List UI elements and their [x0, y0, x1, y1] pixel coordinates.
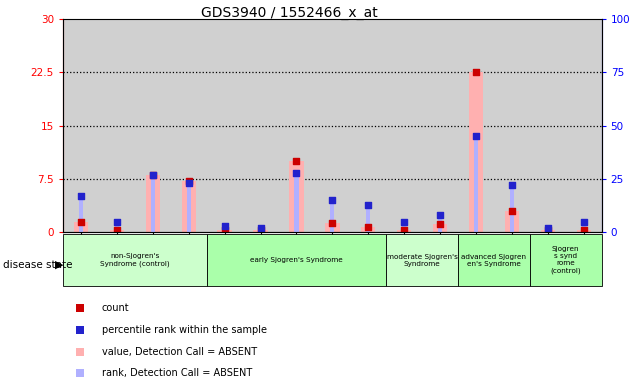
Point — [328, 197, 338, 204]
Bar — [207, 19, 243, 232]
Text: advanced Sjogren
en's Syndrome: advanced Sjogren en's Syndrome — [461, 254, 527, 266]
Bar — [63, 234, 207, 286]
Bar — [397, 230, 411, 232]
Point — [542, 227, 553, 233]
Bar — [350, 19, 386, 232]
Bar — [530, 19, 566, 232]
Point — [399, 218, 409, 225]
Bar — [115, 222, 119, 232]
Point — [328, 220, 338, 226]
Point — [256, 227, 266, 233]
Bar — [186, 183, 191, 232]
Bar — [207, 234, 386, 286]
Bar — [541, 230, 555, 232]
Bar — [253, 230, 268, 232]
Point — [112, 227, 122, 233]
Text: Sjogren
s synd
rome
(control): Sjogren s synd rome (control) — [551, 247, 581, 274]
Bar — [289, 161, 304, 232]
Text: percentile rank within the sample: percentile rank within the sample — [102, 325, 267, 335]
Bar — [458, 19, 494, 232]
Bar — [366, 205, 370, 232]
Bar — [314, 19, 350, 232]
Point — [363, 202, 373, 208]
Bar — [494, 19, 530, 232]
Point — [471, 70, 481, 76]
Point — [291, 170, 301, 176]
Bar — [361, 227, 375, 232]
Bar — [110, 230, 124, 232]
Bar — [546, 228, 550, 232]
Point — [507, 182, 517, 189]
Bar — [510, 185, 514, 232]
Bar — [433, 224, 447, 232]
Point — [507, 208, 517, 214]
Point — [184, 180, 194, 186]
Point — [363, 223, 373, 230]
Point — [112, 218, 122, 225]
Text: rank, Detection Call = ABSENT: rank, Detection Call = ABSENT — [102, 368, 252, 378]
Bar — [151, 175, 155, 232]
Bar — [243, 19, 278, 232]
Bar — [505, 211, 519, 232]
Bar — [581, 222, 586, 232]
Bar — [135, 19, 171, 232]
Bar — [458, 234, 530, 286]
Point — [291, 158, 301, 164]
Point — [435, 212, 445, 218]
Bar — [422, 19, 458, 232]
Bar — [258, 228, 263, 232]
Bar — [566, 19, 602, 232]
Bar — [469, 73, 483, 232]
Bar — [402, 222, 406, 232]
Bar — [146, 175, 160, 232]
Point — [578, 227, 588, 233]
Text: count: count — [102, 303, 129, 313]
Bar — [99, 19, 135, 232]
Text: early Sjogren's Syndrome: early Sjogren's Syndrome — [250, 257, 343, 263]
Point — [256, 225, 266, 231]
Point — [578, 218, 588, 225]
Point — [76, 193, 86, 199]
Point — [399, 227, 409, 233]
Text: moderate Sjogren's
Syndrome: moderate Sjogren's Syndrome — [387, 254, 457, 266]
Point — [542, 225, 553, 231]
Point — [147, 172, 158, 178]
Bar — [222, 226, 227, 232]
Bar — [386, 19, 422, 232]
Bar — [576, 230, 591, 232]
Bar — [171, 19, 207, 232]
Text: non-Sjogren's
Syndrome (control): non-Sjogren's Syndrome (control) — [100, 253, 169, 267]
Bar — [530, 234, 602, 286]
Text: GDS3940 / 1552466_x_at: GDS3940 / 1552466_x_at — [202, 6, 378, 20]
Bar — [330, 200, 335, 232]
Bar — [294, 173, 299, 232]
Point — [471, 133, 481, 139]
Point — [435, 221, 445, 227]
Bar — [217, 230, 232, 232]
Point — [184, 178, 194, 184]
Text: disease state: disease state — [3, 260, 72, 270]
Bar — [278, 19, 314, 232]
Bar — [74, 222, 88, 232]
Text: value, Detection Call = ABSENT: value, Detection Call = ABSENT — [102, 346, 257, 356]
Bar — [474, 136, 478, 232]
Bar — [386, 234, 458, 286]
Bar — [79, 196, 83, 232]
Point — [219, 223, 229, 229]
Point — [219, 227, 229, 233]
Bar — [438, 215, 442, 232]
Bar — [325, 223, 340, 232]
Point — [147, 172, 158, 179]
Point — [76, 218, 86, 225]
Bar — [63, 19, 99, 232]
Text: ▶: ▶ — [55, 260, 64, 270]
Bar — [181, 181, 196, 232]
